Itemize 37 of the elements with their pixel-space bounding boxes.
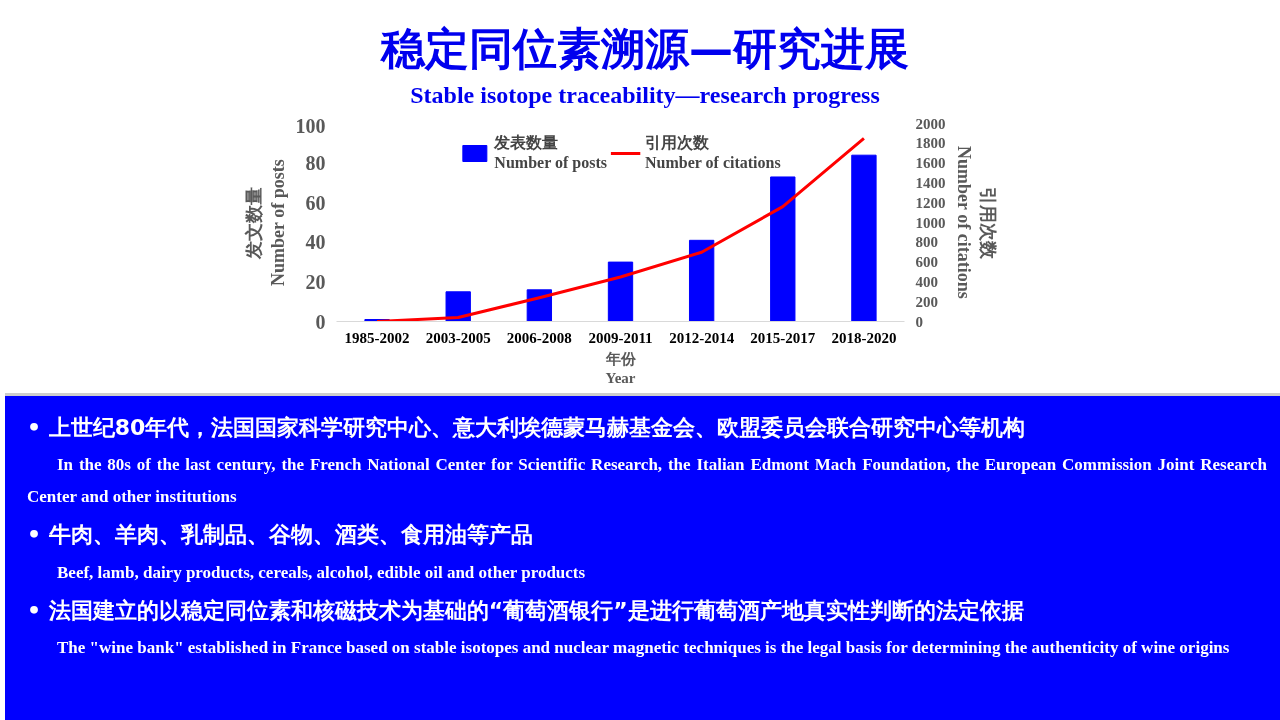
x-tick-label: 2012-2014 [669, 329, 735, 346]
y-tick-label: 0 [315, 310, 326, 333]
x-tick-label: 2009-2011 [588, 329, 653, 346]
x-tick-label: 2018-2020 [831, 329, 897, 346]
y-tick-label: 40 [305, 231, 326, 254]
y-axis-title: 发文数量 Number of posts [243, 159, 288, 286]
y2-tick-label: 400 [915, 273, 938, 290]
y2-tick-label: 0 [915, 313, 923, 330]
y2-tick-label: 1800 [915, 135, 946, 152]
chart-subtitle: Stable isotope traceability—research progress [410, 81, 880, 110]
y2-tick-label: 1200 [915, 194, 946, 211]
text: Beef, lamb, dairy products, cereals, alcohol, edible oil and other products [56, 561, 587, 584]
text: • 上世纪80年代，法国国家科学研究中心、意大利埃德蒙马赫基金会、欧盟委员会联合研究中心等机构 [27, 414, 1027, 442]
y2-tick-label: 2000 [915, 115, 946, 132]
y2-tick-label: 1000 [915, 214, 946, 231]
y2-tick-label: 200 [915, 293, 938, 310]
x-tick-label: 2015-2017 [750, 329, 816, 346]
y-tick-label: 100 [295, 114, 326, 137]
text: In the 80s of the last century, the French National Center for Scientific Research, the Italian Edmont Mach Foundation, the European Commission Joint Research Center and other institutions [27, 454, 1267, 509]
y-tick-label: 20 [305, 270, 326, 293]
text: • 法国建立的以稳定同位素和核磁技术为基础的“葡萄酒银行”是进行葡萄酒产地真实性判断的法定依据 [27, 596, 1025, 625]
y2-tick-label: 1400 [915, 174, 946, 191]
y2-axis-title: 引用次数 Number of citations [953, 146, 998, 299]
y-tick-label: 80 [305, 152, 326, 175]
legend-label: 发表数量 Number of posts [494, 133, 607, 172]
text: The "wine bank" established in France based on stable isotopes and nuclear magnetic techniques is the legal basis for determining the authenticity of wine origins [56, 637, 1231, 660]
y2-tick-label: 800 [915, 234, 938, 251]
chart-title: 稳定同位素溯源—研究进展 [381, 22, 909, 76]
text: • 牛肉、羊肉、乳制品、谷物、酒类、食用油等产品 [27, 521, 534, 550]
x-tick-label: 2003-2005 [425, 329, 491, 346]
legend-label: 引用次数 Number of citations [644, 133, 781, 172]
x-axis-title: 年份 Year [604, 350, 637, 386]
x-tick-label: 2006-2008 [506, 329, 572, 346]
x-tick-label: 1985-2002 [344, 329, 410, 346]
y2-tick-label: 600 [915, 254, 938, 271]
y-tick-label: 60 [305, 191, 326, 214]
y2-tick-label: 1600 [915, 155, 946, 172]
